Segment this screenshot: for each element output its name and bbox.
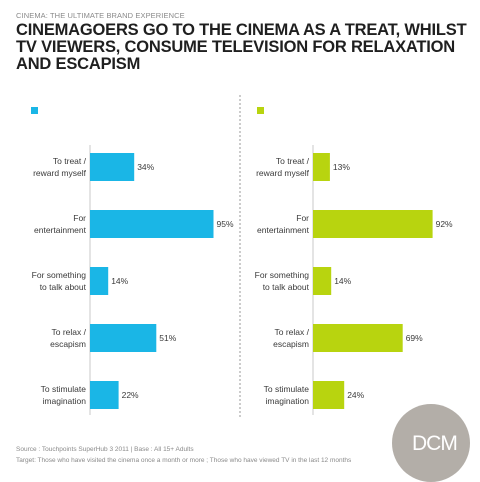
bar-tv <box>313 324 403 352</box>
headline-line: AND ESCAPISM <box>16 55 141 73</box>
headline-line: CINEMAGOERS GO TO THE CINEMA AS A TREAT,… <box>16 21 467 39</box>
category-label-cinema: reward myself <box>33 168 87 178</box>
bar-tv <box>313 153 330 181</box>
category-label-tv: To treat / <box>276 156 310 166</box>
category-label-tv: escapism <box>273 339 309 349</box>
logo-text: DCM <box>412 432 458 455</box>
category-label-cinema: entertainment <box>34 225 87 235</box>
headline-line: TV VIEWERS, CONSUME TELEVISION FOR RELAX… <box>16 38 455 56</box>
target-note: Target: Those who have visited the cinem… <box>16 457 352 464</box>
category-label-cinema: For something <box>32 270 87 280</box>
dcm-logo: DCM <box>392 404 470 482</box>
category-label-tv: entertainment <box>257 225 310 235</box>
source-note: Source : Touchpoints SuperHub 3 2011 | B… <box>16 446 194 453</box>
kicker: CINEMA: THE ULTIMATE BRAND EXPERIENCE <box>16 11 185 20</box>
data-label-cinema: 34% <box>137 162 154 172</box>
data-label-tv: 69% <box>406 333 423 343</box>
bar-tv <box>313 381 345 409</box>
legend-marker-tv <box>257 107 264 114</box>
category-label-cinema: To stimulate <box>41 384 87 394</box>
data-label-cinema: 14% <box>111 276 128 286</box>
footer: Source : Touchpoints SuperHub 3 2011 | B… <box>16 444 351 466</box>
category-label-tv: For something <box>255 270 310 280</box>
data-label-tv: 24% <box>347 390 364 400</box>
category-label-cinema: For <box>73 213 86 223</box>
category-label-tv: To stimulate <box>264 384 310 394</box>
data-label-cinema: 95% <box>217 219 234 229</box>
data-label-tv: 14% <box>334 276 351 286</box>
category-label-cinema: To relax / <box>52 327 87 337</box>
category-label-tv: to talk about <box>263 282 310 292</box>
category-label-cinema: escapism <box>50 339 86 349</box>
data-label-cinema: 22% <box>122 390 139 400</box>
legend-marker-cinema <box>31 107 38 114</box>
category-label-cinema: To treat / <box>53 156 87 166</box>
data-label-tv: 13% <box>333 162 350 172</box>
category-label-cinema: to talk about <box>40 282 87 292</box>
category-label-tv: For <box>296 213 309 223</box>
bar-cinema <box>90 381 119 409</box>
bar-tv <box>313 210 433 238</box>
category-label-tv: imagination <box>266 396 310 406</box>
data-label-cinema: 51% <box>159 333 176 343</box>
bar-cinema <box>90 153 135 181</box>
bar-cinema <box>90 267 109 295</box>
headline: CINEMAGOERS GO TO THE CINEMA AS A TREAT,… <box>16 21 467 73</box>
bar-tv <box>313 267 332 295</box>
bar-cinema <box>90 210 214 238</box>
category-label-tv: To relax / <box>275 327 310 337</box>
category-label-cinema: imagination <box>43 396 87 406</box>
data-label-tv: 92% <box>436 219 453 229</box>
bar-cinema <box>90 324 157 352</box>
category-label-tv: reward myself <box>256 168 310 178</box>
